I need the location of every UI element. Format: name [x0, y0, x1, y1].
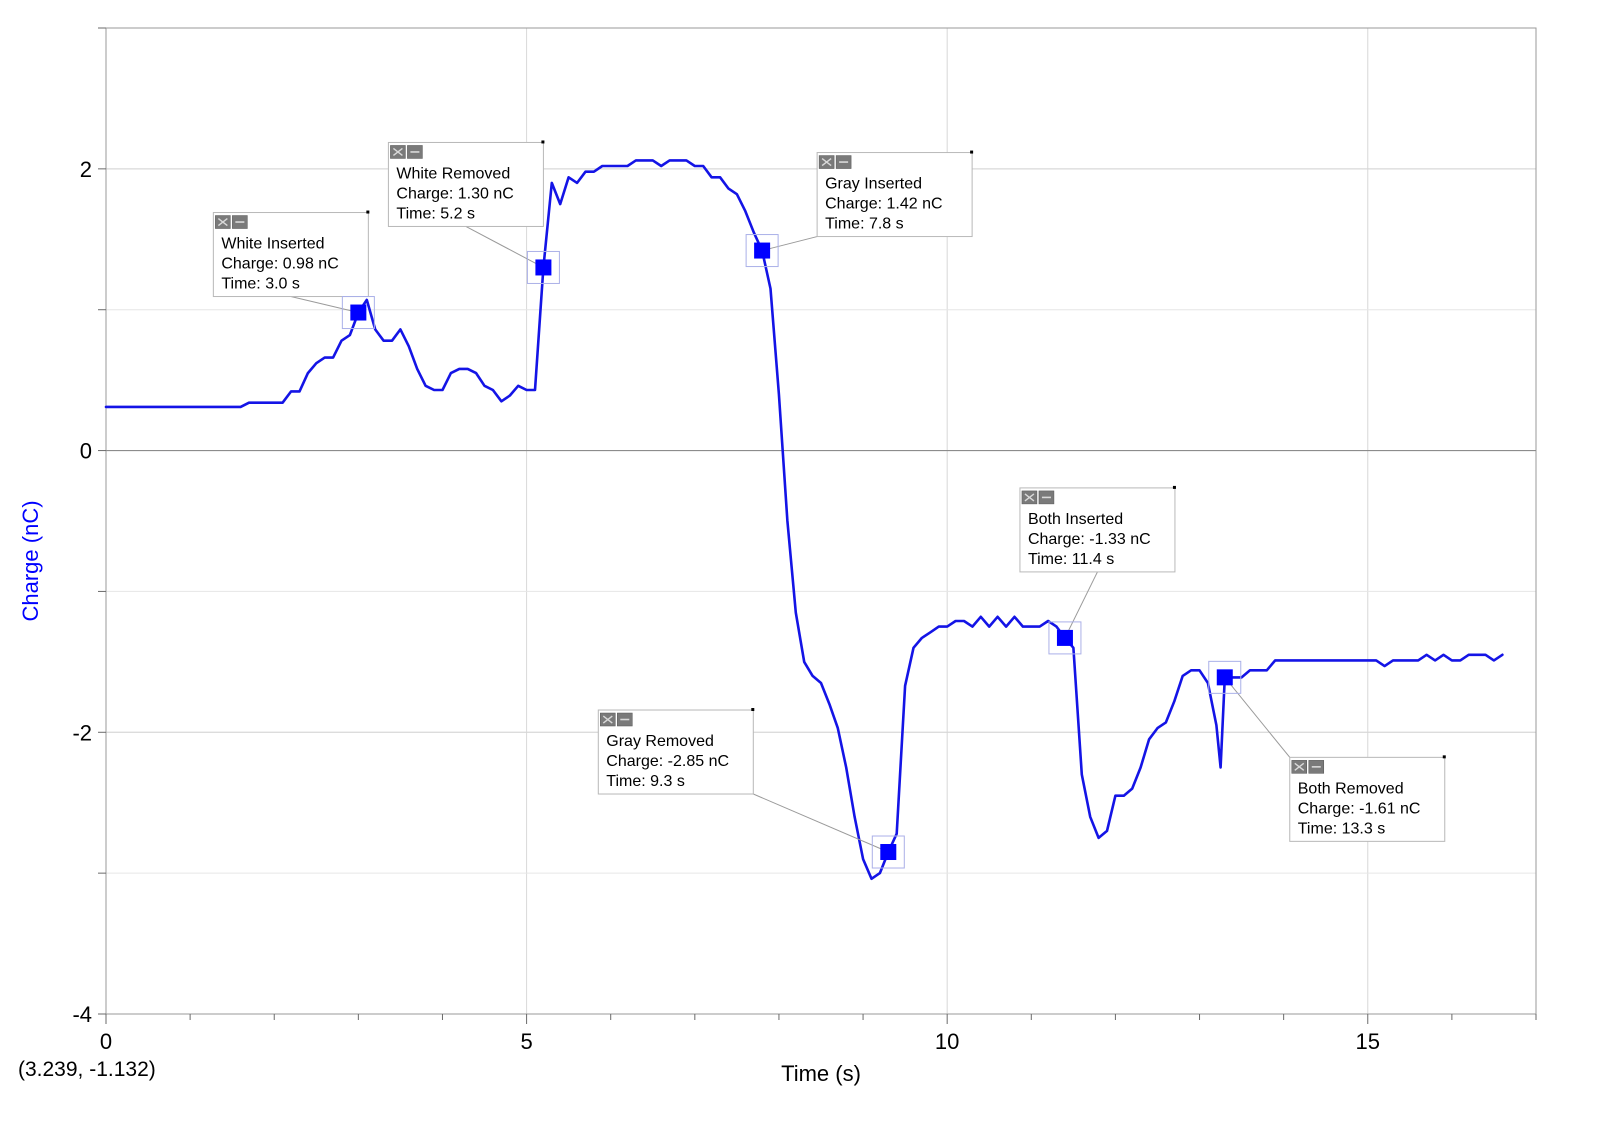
annotation-marker[interactable] — [880, 844, 897, 861]
x-tick-label: 15 — [1356, 1029, 1380, 1054]
y-tick-label: 2 — [80, 157, 92, 182]
axis-ticks — [98, 27, 1537, 1024]
annotation-time: Time: 3.0 s — [221, 276, 300, 293]
annotation[interactable]: White Removed Charge: 1.30 nC Time: 5.2 s — [387, 140, 560, 284]
y-tick-label: -2 — [72, 720, 92, 745]
annotation-title: Both Removed — [1298, 780, 1404, 797]
annotation-charge: Charge: -2.85 nC — [606, 753, 729, 770]
annotation-corner-mark — [1442, 755, 1446, 759]
annotation-time: Time: 9.3 s — [606, 773, 685, 790]
y-tick-label: 0 — [80, 439, 92, 464]
annotation-charge: Charge: 0.98 nC — [221, 256, 338, 273]
annotations: White Inserted Charge: 0.98 nC Time: 3.0 s… — [212, 140, 1446, 869]
cursor-readout: (3.239, -1.132) — [18, 1058, 156, 1081]
annotation-charge: Charge: -1.33 nC — [1028, 531, 1151, 548]
annotation-corner-mark — [366, 210, 370, 214]
annotation-time: Time: 11.4 s — [1028, 551, 1114, 568]
y-axis-title: Charge (nC) — [18, 500, 43, 621]
close-icon-stroke — [1294, 762, 1305, 771]
x-tick-label: 5 — [520, 1029, 532, 1054]
annotation-leader-line — [465, 226, 544, 268]
annotation-corner-mark — [751, 708, 755, 712]
annotation-marker[interactable] — [535, 259, 552, 276]
annotation-time: Time: 5.2 s — [396, 205, 475, 222]
annotation-charge: Charge: -1.61 nC — [1298, 800, 1421, 817]
x-tick-label: 10 — [935, 1029, 959, 1054]
y-tick-label: -4 — [72, 1002, 92, 1027]
close-icon-stroke — [392, 147, 403, 157]
annotation-marker-halo — [1048, 621, 1082, 655]
annotation-leader-line — [753, 793, 889, 853]
annotation-marker[interactable] — [1216, 669, 1233, 686]
annotation[interactable]: White Inserted Charge: 0.98 nC Time: 3.0 s — [212, 210, 375, 330]
close-icon-stroke — [1024, 493, 1035, 502]
annotation[interactable]: Both Removed Charge: -1.61 nC Time: 13.3 s — [1208, 660, 1446, 842]
annotation-marker-halo — [526, 250, 560, 284]
annotation-marker-halo — [1208, 660, 1242, 694]
annotation-time: Time: 7.8 s — [825, 216, 904, 233]
tick-labels: 0 5 10 15 -4 -2 0 2 — [72, 157, 1380, 1054]
annotation-marker-halo — [745, 234, 779, 268]
x-axis-title: Time (s) — [781, 1061, 861, 1086]
annotation[interactable]: Gray Removed Charge: -2.85 nC Time: 9.3 s — [597, 708, 905, 869]
annotation-leader-line — [1224, 677, 1291, 758]
annotation-leader-line — [761, 236, 818, 252]
annotation-title: Gray Inserted — [825, 176, 922, 193]
annotation-marker-halo — [871, 835, 905, 869]
close-icon-stroke — [821, 158, 832, 167]
plot-frame — [105, 27, 1537, 1015]
annotation-marker-halo — [341, 296, 375, 330]
annotation-corner-mark — [970, 150, 974, 154]
annotation-title: White Removed — [396, 165, 510, 182]
annotation-leader-line — [290, 296, 359, 314]
annotation-leader-line — [1064, 571, 1098, 639]
annotation-charge: Charge: 1.30 nC — [396, 185, 513, 202]
annotation-title: White Inserted — [221, 236, 324, 253]
annotation-marker[interactable] — [350, 304, 367, 321]
annotation-marker[interactable] — [1056, 629, 1073, 646]
series-line-charge — [104, 159, 1504, 881]
annotation-title: Both Inserted — [1028, 511, 1123, 528]
annotation-title: Gray Removed — [606, 733, 714, 750]
annotation[interactable]: Gray Inserted Charge: 1.42 nC Time: 7.8 s — [745, 150, 974, 268]
annotation-marker[interactable] — [754, 242, 771, 259]
annotation-corner-mark — [1172, 485, 1176, 489]
annotation-charge: Charge: 1.42 nC — [825, 196, 942, 213]
annotation-time: Time: 13.3 s — [1298, 820, 1385, 837]
x-tick-label: 0 — [100, 1029, 112, 1054]
close-icon-stroke — [217, 217, 228, 227]
close-icon-stroke — [602, 715, 613, 724]
annotation-corner-mark — [541, 140, 545, 144]
annotation[interactable]: Both Inserted Charge: -1.33 nC Time: 11.4 … — [1019, 485, 1176, 655]
